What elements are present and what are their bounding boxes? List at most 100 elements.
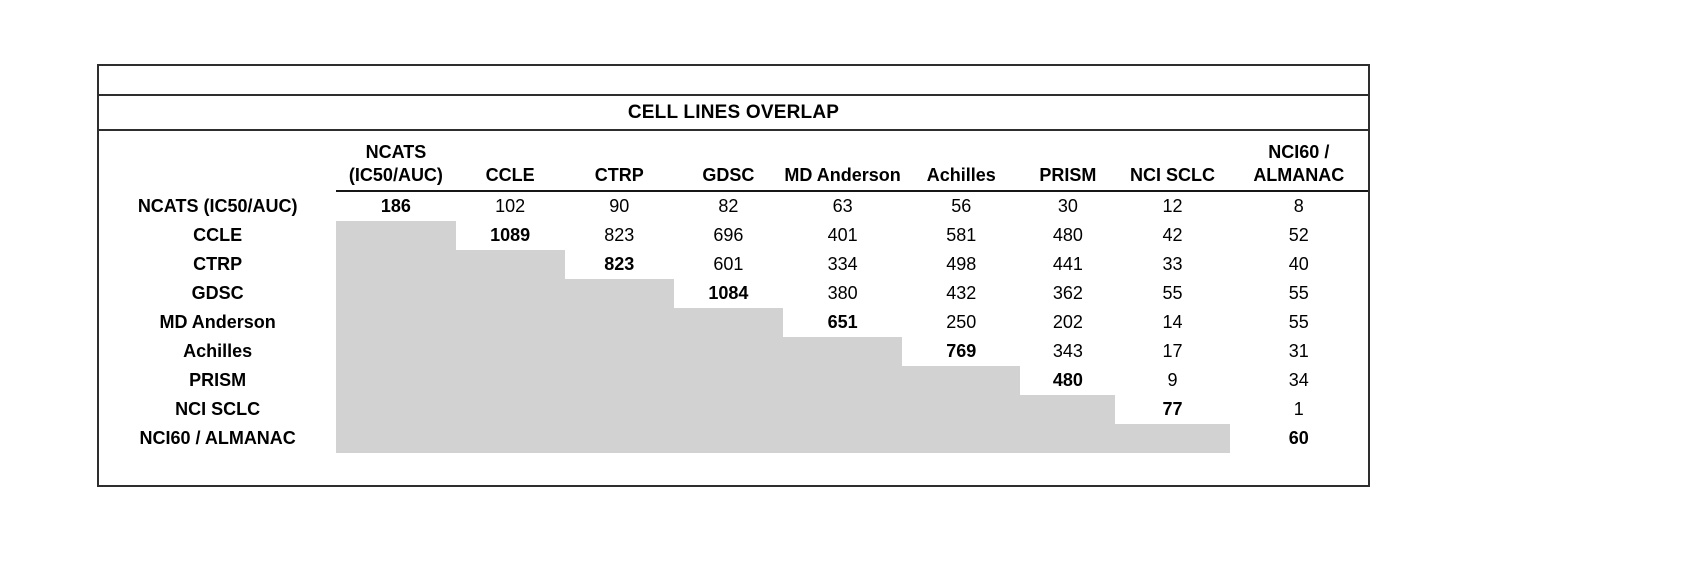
matrix-cell — [1020, 395, 1116, 424]
matrix-body: NCATS (IC50/AUC) 186 102 90 82 63 56 30 12 8 CCLE 1… — [99, 191, 1368, 453]
matrix-cell: 12 — [1162, 196, 1183, 216]
matrix-cell: 33 — [1162, 254, 1183, 274]
column-header: Achilles — [902, 133, 1021, 192]
matrix-cell — [902, 395, 1021, 424]
matrix-row: GDSC 1084 380 432 362 55 55 — [99, 279, 1368, 308]
column-header: NCATS (IC50/AUC) — [336, 133, 456, 192]
matrix-cell — [455, 308, 565, 337]
matrix-cell: 90 — [609, 196, 630, 216]
matrix-cell: 202 — [1052, 312, 1083, 332]
matrix-cell — [782, 366, 903, 395]
matrix-row: CTRP 823 601 334 498 441 33 40 — [99, 250, 1368, 279]
matrix-cell — [902, 366, 1021, 395]
matrix-cell: 480 — [1052, 370, 1083, 390]
matrix-cell — [336, 366, 456, 395]
matrix-cell: 362 — [1052, 283, 1083, 303]
overlap-matrix-table: NCATS (IC50/AUC) CCLE CTRP GDSC MD Anderson Ac… — [99, 133, 1368, 453]
column-header: NCI SCLC — [1115, 133, 1230, 192]
matrix-cell: 55 — [1288, 283, 1309, 303]
matrix-row: MD Anderson 651 250 202 14 55 — [99, 308, 1368, 337]
matrix-cell — [336, 279, 456, 308]
matrix-cell: 1089 — [490, 225, 531, 245]
matrix-cell: 8 — [1293, 196, 1304, 216]
matrix-cell: 34 — [1288, 370, 1309, 390]
matrix-cell — [336, 395, 456, 424]
matrix-cell — [564, 395, 674, 424]
matrix-cell: 498 — [946, 254, 977, 274]
matrix-cell: 77 — [1162, 399, 1183, 419]
matrix-cell: 82 — [718, 196, 739, 216]
matrix-cell — [336, 337, 456, 366]
matrix-cell: 55 — [1288, 312, 1309, 332]
matrix-cell — [455, 279, 565, 308]
column-header: CTRP — [564, 133, 674, 192]
row-label: Achilles — [183, 341, 253, 361]
empty-header-strip — [99, 66, 1368, 96]
matrix-cell: 401 — [827, 225, 858, 245]
row-label: NCATS (IC50/AUC) — [137, 195, 298, 216]
matrix-cell — [455, 337, 565, 366]
matrix-cell: 31 — [1288, 341, 1309, 361]
matrix-cell: 42 — [1162, 225, 1183, 245]
column-header: CCLE — [455, 133, 565, 192]
matrix-cell — [455, 395, 565, 424]
matrix-cell: 55 — [1162, 283, 1183, 303]
matrix-cell — [673, 308, 783, 337]
matrix-row: CCLE 1089 823 696 401 581 480 42 52 — [99, 221, 1368, 250]
row-label: CCLE — [193, 225, 243, 245]
corner-cell — [99, 133, 336, 191]
matrix-cell: 480 — [1052, 225, 1083, 245]
matrix-row: Achilles 769 343 17 31 — [99, 337, 1368, 366]
column-header: GDSC — [673, 133, 783, 192]
matrix-cell — [455, 250, 565, 279]
row-label: PRISM — [189, 370, 247, 390]
matrix-cell: 441 — [1052, 254, 1083, 274]
matrix-cell: 334 — [827, 254, 858, 274]
matrix-cell — [782, 395, 903, 424]
matrix-cell: 17 — [1162, 341, 1183, 361]
matrix-cell — [455, 366, 565, 395]
column-header-row: NCATS (IC50/AUC) CCLE CTRP GDSC MD Anderson Ac… — [99, 133, 1368, 192]
row-label: GDSC — [191, 283, 244, 303]
row-label: MD Anderson — [159, 312, 276, 332]
matrix-cell: 601 — [713, 254, 744, 274]
matrix-cell: 63 — [832, 196, 853, 216]
cell-lines-overlap-panel: CELL LINES OVERLAP NCATS (IC50/AUC) CCLE CT… — [97, 64, 1370, 487]
matrix-cell: 651 — [827, 312, 858, 332]
matrix-cell: 40 — [1288, 254, 1309, 274]
matrix-cell: 14 — [1162, 312, 1183, 332]
matrix-cell: 343 — [1052, 341, 1083, 361]
matrix-row: PRISM 480 9 34 — [99, 366, 1368, 395]
matrix-cell — [336, 250, 456, 279]
row-label: NCI60 / ALMANAC — [139, 428, 296, 448]
matrix-cell — [336, 221, 456, 250]
matrix-cell — [564, 308, 674, 337]
matrix-cell — [564, 424, 674, 453]
matrix-cell — [673, 424, 783, 453]
matrix-cell: 250 — [946, 312, 977, 332]
matrix-cell: 1 — [1293, 399, 1304, 419]
matrix-row: NCATS (IC50/AUC) 186 102 90 82 63 56 30 12 8 — [99, 191, 1368, 221]
matrix-cell: 52 — [1288, 225, 1309, 245]
matrix-cell — [673, 395, 783, 424]
column-header: NCI60 /ALMANAC — [1229, 133, 1368, 192]
matrix-cell: 823 — [604, 225, 635, 245]
matrix-cell — [336, 308, 456, 337]
matrix-cell — [1115, 424, 1230, 453]
matrix-cell — [564, 366, 674, 395]
row-label: NCI SCLC — [175, 399, 261, 419]
matrix-cell — [455, 424, 565, 453]
matrix-cell — [564, 279, 674, 308]
matrix-cell: 102 — [495, 196, 526, 216]
matrix-cell: 9 — [1167, 370, 1178, 390]
matrix-cell — [782, 424, 903, 453]
matrix-row: NCI SCLC 77 1 — [99, 395, 1368, 424]
row-label: CTRP — [193, 254, 243, 274]
matrix-cell — [782, 337, 903, 366]
matrix-cell: 432 — [946, 283, 977, 303]
matrix-cell: 823 — [604, 254, 635, 274]
column-header: MD Anderson — [782, 133, 903, 192]
table-title: CELL LINES OVERLAP — [99, 96, 1368, 131]
column-header: PRISM — [1020, 133, 1116, 192]
matrix-cell: 30 — [1057, 196, 1078, 216]
